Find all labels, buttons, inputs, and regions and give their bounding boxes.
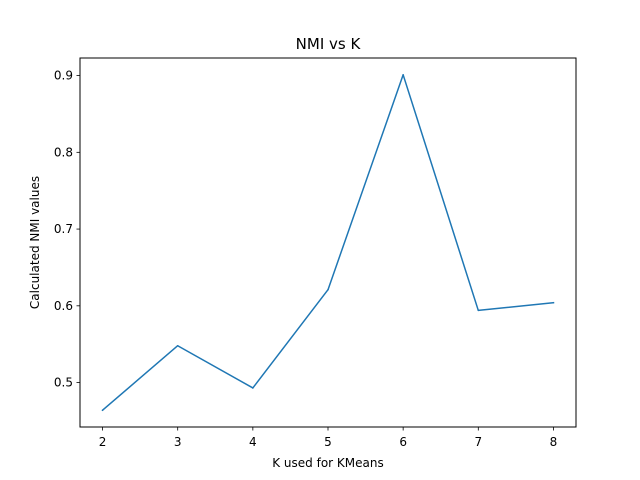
y-axis-label: Calculated NMI values (28, 176, 42, 309)
x-tick-label: 4 (249, 435, 257, 449)
y-axis-ticks: 0.5 0.6 0.7 0.8 0.9 (54, 69, 80, 390)
x-tick-label: 8 (550, 435, 558, 449)
y-tick-label: 0.5 (54, 376, 73, 390)
data-point (402, 74, 404, 76)
x-axis-label: K used for KMeans (272, 456, 384, 470)
plot-area (80, 58, 576, 427)
x-tick-label: 5 (324, 435, 332, 449)
data-point (552, 302, 555, 304)
data-point (477, 309, 480, 312)
x-tick-label: 3 (174, 435, 182, 449)
y-tick-label: 0.8 (54, 145, 73, 159)
x-tick-label: 2 (99, 435, 107, 449)
y-tick-label: 0.9 (54, 69, 73, 83)
x-tick-label: 7 (474, 435, 482, 449)
data-point (176, 344, 179, 347)
data-point (327, 288, 329, 291)
series-layer (101, 74, 555, 412)
y-tick-label: 0.6 (54, 299, 73, 313)
x-axis-ticks: 2 3 4 5 6 7 8 (99, 427, 558, 449)
plot-frame (79, 57, 577, 428)
x-tick-label: 6 (399, 435, 407, 449)
chart-title: NMI vs K (296, 35, 362, 53)
y-tick-label: 0.7 (54, 222, 73, 236)
data-point (252, 387, 254, 389)
data-point (101, 409, 104, 411)
